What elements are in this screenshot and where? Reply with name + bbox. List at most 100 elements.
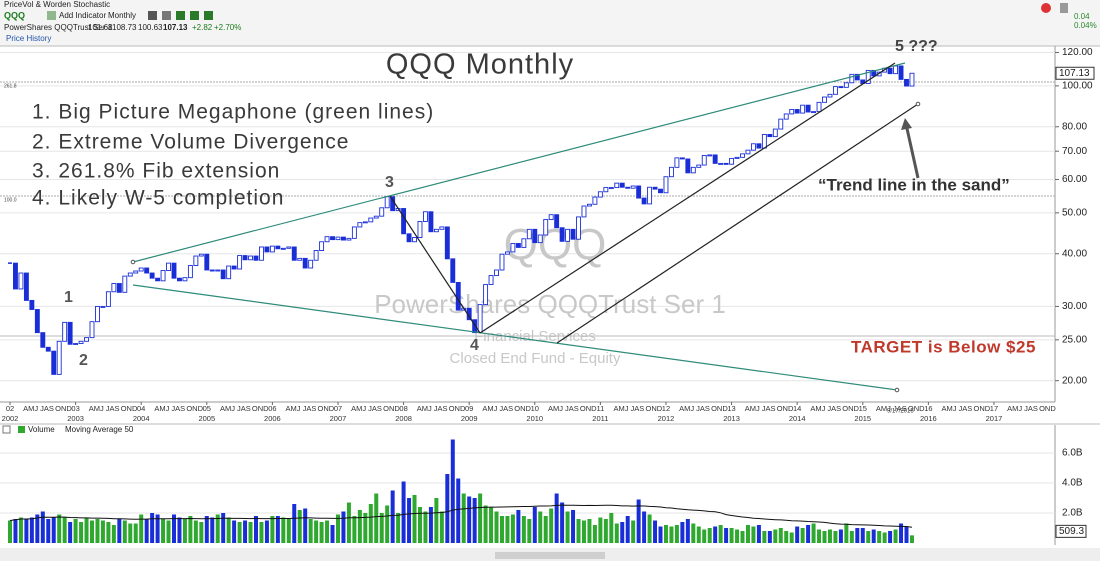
panel-label[interactable]: Price History [6,34,51,43]
volume-bar [286,519,291,543]
layout-title[interactable]: PriceVol & Worden Stochastic [4,0,110,9]
candle [23,272,29,301]
candle [701,154,707,166]
x-quarter-label: AMJ [351,404,366,413]
x-tick-label: 2008 [395,414,412,423]
x-quarter-label: OND [449,404,466,413]
close-panel[interactable] [2,425,11,434]
volume-bar [84,517,89,543]
volume-bar [401,481,406,543]
candle [291,246,297,261]
x-tick-short: 10 [531,404,539,413]
volume-bar [248,522,253,543]
volume-bar [696,526,701,543]
candle [494,269,499,277]
candle [767,134,773,138]
x-quarter-label: AMJ [417,404,432,413]
volume-bar [439,511,444,543]
add-icon[interactable] [47,11,56,20]
volume-bar [292,504,297,543]
volume-bar [150,513,155,543]
indicator-label[interactable]: Moving Average 50 [65,425,134,434]
window-icon[interactable] [1060,3,1068,13]
period[interactable]: Monthly [108,11,136,20]
candle [871,69,877,77]
megaphone-upper [132,62,906,263]
volume-bar [532,507,537,543]
volume-bar [95,519,100,543]
volume: 2.0B 4.0B 6.0B 509.3 [0,439,1087,543]
x-quarter-label: OND [711,404,728,413]
candle [144,267,150,274]
volume-bar [270,516,275,543]
candle [111,283,117,293]
x-quarter-label: JAS [106,404,120,413]
close-icon[interactable] [1041,3,1051,13]
volume-bar [40,511,45,543]
volume-bar [133,523,138,543]
candle [187,265,193,279]
volume-bar [215,514,220,543]
tool-icon[interactable] [204,11,213,20]
volume-bar [576,519,581,543]
volume-bar [800,528,805,543]
volume-bar [762,531,767,543]
candles [8,65,915,375]
candle [543,219,549,236]
x-quarter-label: AMJ [679,404,694,413]
volume-bar [330,525,335,543]
zoom-buttons[interactable] [495,552,605,559]
x-tick-label: 2016 [920,414,937,423]
candle [330,236,335,241]
volume-bar [182,519,187,543]
symbol[interactable]: QQQ [4,10,25,20]
volume-bar [483,505,488,543]
tool-icon[interactable] [148,11,157,20]
candle [264,246,270,253]
x-quarter-label: JAS [237,404,251,413]
y-tick-label: 30.00 [1062,301,1087,312]
wave-label: 1 [64,289,73,306]
volume-bar [243,520,248,543]
volume-bar [155,514,160,543]
tool-icon[interactable] [190,11,199,20]
x-quarter-label: OND [908,404,925,413]
volume-label[interactable]: Volume [28,425,55,434]
candle [78,340,84,344]
x-quarter-label: OND [646,404,663,413]
volume-bar [620,522,625,543]
x-quarter-label: JAS [827,404,841,413]
candle [750,143,756,151]
volume-bar [456,478,461,543]
volume-bar [642,511,647,543]
tool-icon[interactable] [176,11,185,20]
wave-line [389,195,481,334]
tool-icon[interactable] [162,11,171,20]
x-quarter-label: OND [55,404,72,413]
candle [630,185,636,189]
volume-bar [784,531,789,543]
volume-bar [357,510,362,543]
volume-bar [319,522,324,543]
candle [526,228,532,240]
callout: “Trend line in the sand” [818,175,1010,194]
y-tick-label: 6.0B [1062,448,1083,459]
candle [237,255,243,270]
volume-bar [756,525,761,543]
fib-label: 100.0 [4,197,17,203]
volume-bar [18,517,23,543]
candle [586,203,592,207]
add-indicator[interactable]: Add Indicator [59,11,106,20]
candle [614,182,620,189]
candle [636,185,642,199]
volume-bar [472,498,477,543]
x-tick-short: 03 [71,404,79,413]
volume-bar [674,525,679,543]
x-quarter-label: JAS [368,404,382,413]
volume-bar [860,528,865,543]
volume-bar [538,511,543,543]
candle [100,305,106,308]
chart-title: QQQ Monthly [386,49,574,81]
volume-bar [297,510,302,543]
